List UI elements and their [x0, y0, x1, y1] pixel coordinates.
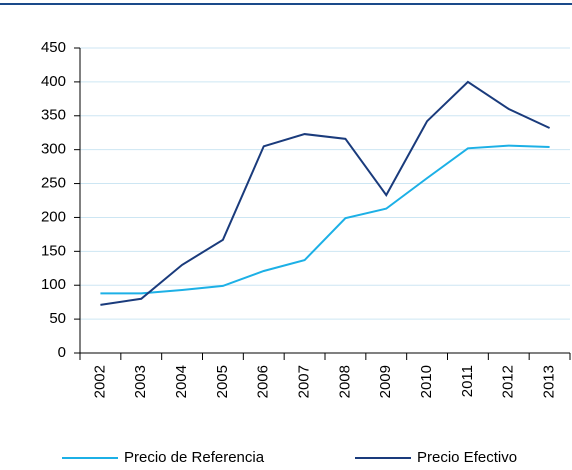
x-tick-label: 2005 — [214, 365, 231, 398]
x-tick-label: 2009 — [377, 365, 394, 398]
x-tick-label: 2012 — [500, 365, 517, 398]
y-tick-label: 450 — [41, 39, 66, 56]
series-line — [100, 80, 551, 306]
x-tick-label: 2002 — [91, 365, 108, 398]
y-tick-label: 250 — [41, 175, 66, 192]
x-tick-label: 2008 — [336, 365, 353, 398]
y-tick-label: 350 — [41, 107, 66, 124]
x-tick-label: 2011 — [459, 365, 476, 397]
legend-label: Precio de Referencia — [124, 449, 265, 466]
x-tick-label: 2007 — [296, 365, 313, 398]
x-tick-label: 2004 — [173, 365, 190, 398]
x-tick-label: 2013 — [541, 365, 558, 398]
y-tick-label: 300 — [41, 141, 66, 158]
y-tick-label: 150 — [41, 242, 66, 259]
x-tick-label: 2010 — [418, 365, 435, 398]
y-tick-label: 400 — [41, 73, 66, 90]
y-tick-label: 200 — [41, 208, 66, 225]
y-tick-label: 0 — [58, 344, 66, 361]
x-tick-label: 2003 — [132, 365, 149, 398]
legend-label: Precio Efectivo — [417, 449, 517, 466]
x-tick-label: 2006 — [255, 365, 272, 398]
y-tick-label: 50 — [49, 310, 66, 327]
series-line — [100, 144, 550, 295]
y-tick-label: 100 — [41, 276, 66, 293]
